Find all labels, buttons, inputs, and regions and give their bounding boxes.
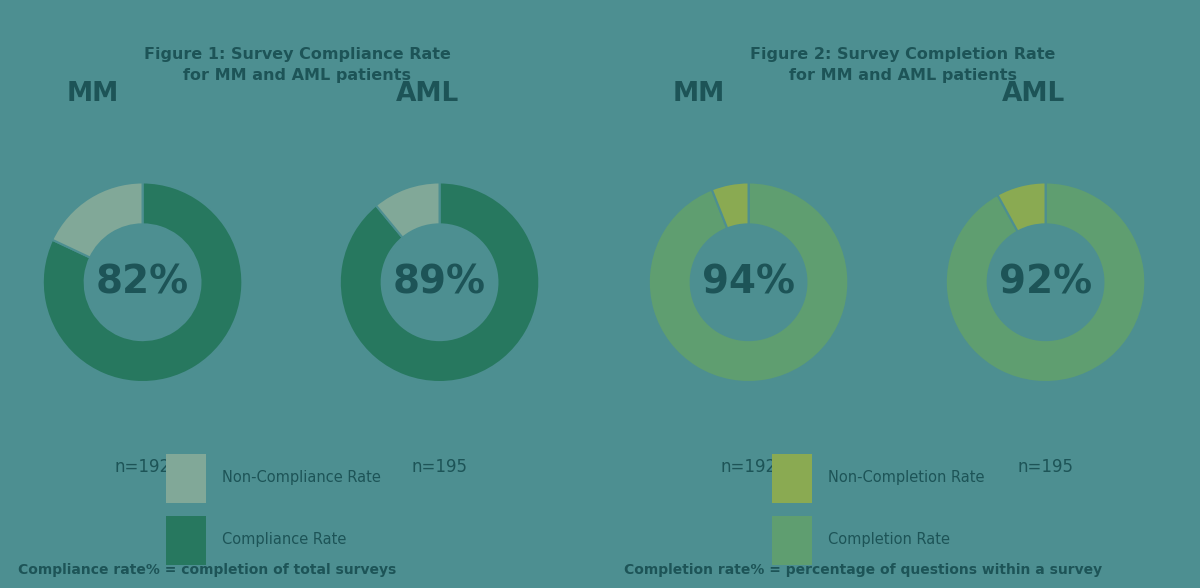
Text: AML: AML <box>1002 81 1064 107</box>
Text: n=192: n=192 <box>720 459 776 476</box>
Bar <box>773 516 811 565</box>
Text: 89%: 89% <box>394 263 486 301</box>
Text: n=195: n=195 <box>412 459 468 476</box>
Text: AML: AML <box>396 81 458 107</box>
Wedge shape <box>649 182 848 382</box>
Text: 92%: 92% <box>998 263 1092 301</box>
Text: MM: MM <box>672 81 725 107</box>
Wedge shape <box>712 182 749 228</box>
Text: Non-Completion Rate: Non-Completion Rate <box>828 470 984 485</box>
Text: Compliance rate% = completion of total surveys: Compliance rate% = completion of total s… <box>18 563 396 577</box>
Text: 94%: 94% <box>702 263 796 301</box>
Text: Figure 2: Survey Completion Rate
for MM and AML patients: Figure 2: Survey Completion Rate for MM … <box>750 46 1056 83</box>
Bar <box>167 454 205 503</box>
Text: Completion rate% = percentage of questions within a survey: Completion rate% = percentage of questio… <box>624 563 1102 577</box>
Wedge shape <box>53 182 143 258</box>
Bar <box>167 516 205 565</box>
Text: n=195: n=195 <box>1018 459 1074 476</box>
Wedge shape <box>997 182 1045 232</box>
Text: Completion Rate: Completion Rate <box>828 532 950 547</box>
Text: n=192: n=192 <box>114 459 170 476</box>
Text: MM: MM <box>66 81 119 107</box>
Bar <box>773 454 811 503</box>
Wedge shape <box>946 182 1145 382</box>
Text: Compliance Rate: Compliance Rate <box>222 532 347 547</box>
Text: Figure 1: Survey Compliance Rate
for MM and AML patients: Figure 1: Survey Compliance Rate for MM … <box>144 46 450 83</box>
Wedge shape <box>43 182 242 382</box>
Wedge shape <box>376 182 439 238</box>
Text: 82%: 82% <box>96 263 190 301</box>
Text: Non-Compliance Rate: Non-Compliance Rate <box>222 470 380 485</box>
Wedge shape <box>340 182 539 382</box>
